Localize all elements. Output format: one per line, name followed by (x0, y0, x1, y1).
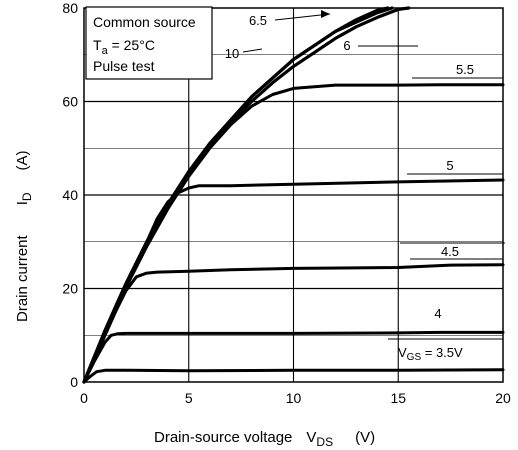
grid (83, 7, 504, 383)
vgs-value: = 3.5V (421, 345, 463, 360)
x-tick-label: 10 (286, 390, 302, 406)
vgs-symbol: V (398, 345, 407, 360)
y-axis-title-subscript: D (20, 192, 34, 201)
label-arrow-head (321, 10, 330, 18)
x-tick-label: 0 (80, 390, 88, 406)
curve-vgs-3-5v (82, 368, 505, 384)
annotation-box: Common source Ta = 25°C Pulse test (85, 6, 213, 80)
x-tick-label: 15 (390, 390, 406, 406)
curve-label-4-5: 4.5 (441, 244, 459, 259)
curve-label-vgs-3-5: VGS = 3.5V (398, 345, 463, 363)
curve-4-5 (82, 263, 505, 384)
y-tick-label: 0 (70, 374, 78, 390)
x-axis-title-subscript: DS (316, 435, 333, 449)
x-axis-title-unit: (V) (355, 429, 375, 446)
annotation-line1: Common source (93, 14, 196, 30)
vgs-subscript: GS (407, 352, 422, 363)
curve-label-4: 4 (434, 306, 441, 321)
curve-label-6-5: 6.5 (249, 13, 267, 28)
annotation-line2-prefix: T (93, 37, 102, 53)
label-leader-line (242, 48, 263, 53)
y-axis-title-text: Drain current (14, 234, 31, 322)
label-leader-line (274, 13, 331, 21)
x-axis-title: Drain-source voltage VDS (V) (154, 429, 375, 449)
curve-labels: 6.5 10 6 5.5 5 4.5 4 VGS = 3.5V (225, 10, 505, 363)
annotation-frame (85, 6, 213, 80)
tick-labels: 0 5 10 15 20 0 20 40 60 80 (62, 0, 511, 406)
curve-label-5-5: 5.5 (456, 62, 474, 77)
x-tick-label: 5 (185, 390, 193, 406)
annotation-line2: Ta = 25°C (93, 37, 155, 57)
y-axis-title: Drain current ID (A) (14, 150, 34, 322)
x-axis-title-text: Drain-source voltage (154, 429, 292, 446)
y-tick-label: 20 (62, 281, 78, 297)
curve-label-5: 5 (446, 158, 453, 173)
plot-frame (83, 7, 504, 383)
x-axis-title-symbol: V (306, 429, 316, 446)
x-tick-label: 20 (495, 390, 511, 406)
curves (82, 6, 505, 384)
curve-label-10: 10 (225, 46, 239, 61)
y-axis-title-symbol: I (14, 201, 31, 205)
y-tick-label: 40 (62, 187, 78, 203)
curve-4 (82, 330, 505, 384)
annotation-line2-sub: a (102, 45, 109, 57)
y-tick-label: 60 (62, 94, 78, 110)
annotation-line3: Pulse test (93, 58, 155, 74)
y-tick-label: 80 (62, 0, 78, 16)
curve-label-6: 6 (343, 38, 350, 53)
y-axis-title-unit: (A) (14, 150, 31, 170)
annotation-line2-suffix: = 25°C (108, 37, 155, 53)
